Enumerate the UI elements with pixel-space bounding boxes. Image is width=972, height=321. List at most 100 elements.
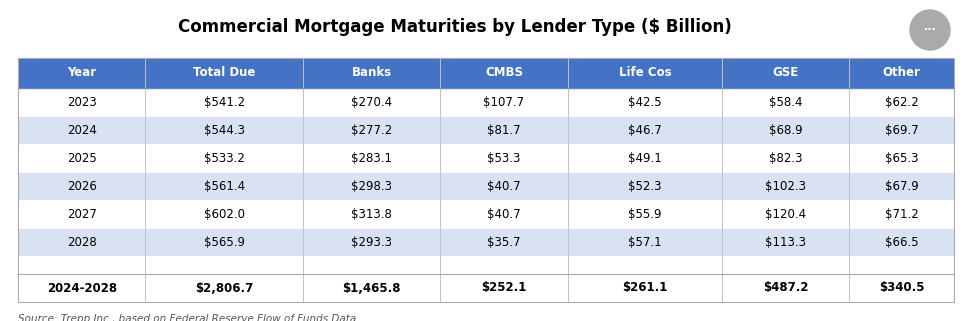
Text: ···: ··· [923, 25, 936, 35]
Bar [440, 228, 568, 256]
Text: Banks: Banks [352, 66, 392, 80]
Bar [568, 172, 722, 200]
Text: $113.3: $113.3 [765, 236, 806, 248]
Text: $340.5: $340.5 [879, 282, 924, 294]
Bar [722, 58, 850, 88]
Text: Year: Year [67, 66, 96, 80]
Bar [18, 256, 954, 274]
Text: $487.2: $487.2 [763, 282, 809, 294]
Text: $298.3: $298.3 [351, 179, 392, 193]
Text: $52.3: $52.3 [628, 179, 662, 193]
Bar [18, 88, 146, 116]
Bar [440, 116, 568, 144]
Text: $58.4: $58.4 [769, 96, 803, 108]
Bar [146, 144, 303, 172]
Bar [568, 274, 722, 302]
Text: 2026: 2026 [67, 179, 96, 193]
Text: $71.2: $71.2 [885, 207, 919, 221]
Bar [568, 200, 722, 228]
Text: 2028: 2028 [67, 236, 96, 248]
Bar [568, 228, 722, 256]
Text: $252.1: $252.1 [481, 282, 527, 294]
Text: $62.2: $62.2 [885, 96, 919, 108]
Text: 2023: 2023 [67, 96, 96, 108]
Bar [568, 88, 722, 116]
Text: $68.9: $68.9 [769, 124, 803, 136]
Text: $283.1: $283.1 [351, 152, 392, 164]
Text: CMBS: CMBS [485, 66, 523, 80]
Text: $42.5: $42.5 [628, 96, 662, 108]
Text: $67.9: $67.9 [885, 179, 919, 193]
Text: GSE: GSE [773, 66, 799, 80]
Text: $69.7: $69.7 [885, 124, 919, 136]
Text: Source: Trepp Inc., based on Federal Reserve Flow of Funds Data: Source: Trepp Inc., based on Federal Res… [18, 314, 357, 321]
Bar [146, 274, 303, 302]
Text: 2024: 2024 [67, 124, 96, 136]
Text: Total Due: Total Due [192, 66, 256, 80]
Bar [303, 228, 440, 256]
Text: $66.5: $66.5 [885, 236, 919, 248]
Bar [850, 274, 954, 302]
Text: $602.0: $602.0 [203, 207, 245, 221]
Text: $261.1: $261.1 [622, 282, 668, 294]
Text: Life Cos: Life Cos [618, 66, 671, 80]
Bar [568, 116, 722, 144]
Bar [18, 144, 146, 172]
Text: $82.3: $82.3 [769, 152, 803, 164]
Text: 2024-2028: 2024-2028 [47, 282, 117, 294]
Bar [850, 58, 954, 88]
Bar [850, 144, 954, 172]
Bar [850, 88, 954, 116]
Bar [18, 200, 146, 228]
Bar [568, 58, 722, 88]
Bar [146, 200, 303, 228]
Bar [18, 58, 954, 302]
Text: $107.7: $107.7 [483, 96, 525, 108]
Text: $533.2: $533.2 [204, 152, 245, 164]
Bar [440, 88, 568, 116]
Bar [850, 200, 954, 228]
Bar [146, 88, 303, 116]
Bar [440, 274, 568, 302]
Bar [722, 116, 850, 144]
Text: $120.4: $120.4 [765, 207, 807, 221]
Bar [303, 58, 440, 88]
Text: $81.7: $81.7 [487, 124, 521, 136]
Text: $102.3: $102.3 [765, 179, 806, 193]
Bar [146, 116, 303, 144]
Text: $293.3: $293.3 [351, 236, 392, 248]
Bar [722, 172, 850, 200]
Text: $40.7: $40.7 [487, 207, 521, 221]
Bar [722, 228, 850, 256]
Bar [850, 228, 954, 256]
Bar [568, 144, 722, 172]
Bar [722, 274, 850, 302]
Bar [722, 144, 850, 172]
Text: $565.9: $565.9 [203, 236, 245, 248]
Text: $35.7: $35.7 [487, 236, 521, 248]
Text: Commercial Mortgage Maturities by Lender Type ($ Billion): Commercial Mortgage Maturities by Lender… [178, 18, 732, 36]
Circle shape [910, 10, 950, 50]
Bar [146, 172, 303, 200]
Text: $544.3: $544.3 [203, 124, 245, 136]
Bar [303, 144, 440, 172]
Text: $270.4: $270.4 [351, 96, 392, 108]
Bar [850, 116, 954, 144]
Text: $313.8: $313.8 [351, 207, 392, 221]
Bar [18, 58, 146, 88]
Bar [440, 144, 568, 172]
Bar [303, 88, 440, 116]
Bar [146, 228, 303, 256]
Bar [18, 172, 146, 200]
Text: $277.2: $277.2 [351, 124, 392, 136]
Text: $1,465.8: $1,465.8 [342, 282, 400, 294]
Text: $2,806.7: $2,806.7 [195, 282, 254, 294]
Bar [303, 274, 440, 302]
Text: $541.2: $541.2 [203, 96, 245, 108]
Bar [18, 228, 146, 256]
Text: $55.9: $55.9 [628, 207, 662, 221]
Bar [722, 88, 850, 116]
Bar [440, 58, 568, 88]
Bar [722, 200, 850, 228]
Text: $40.7: $40.7 [487, 179, 521, 193]
